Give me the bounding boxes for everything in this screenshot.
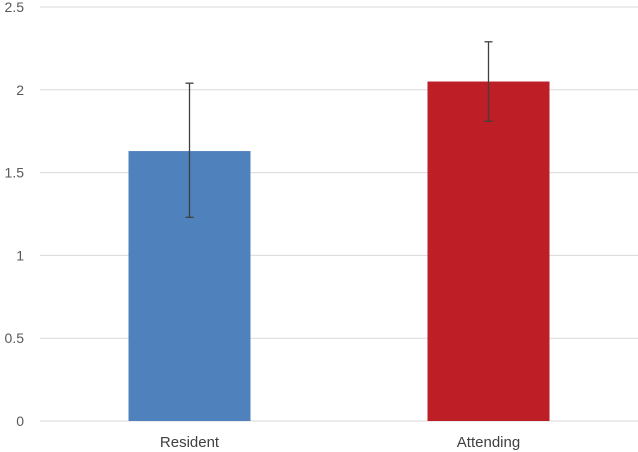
x-tick-label: Resident [160, 434, 220, 451]
error-bars [185, 41, 493, 218]
bars [128, 81, 550, 422]
y-axis-ticks: 0 0.5 1 1.5 2 2.5 [5, 0, 25, 429]
y-tick-label: 0.5 [5, 330, 25, 346]
bar-attending [427, 81, 550, 422]
y-tick-label: 2.5 [5, 0, 25, 15]
y-tick-label: 1 [16, 247, 24, 263]
y-tick-label: 0 [16, 413, 24, 429]
y-tick-label: 2 [16, 82, 24, 98]
x-axis-ticks: Resident Attending [160, 434, 520, 451]
y-tick-label: 1.5 [5, 165, 25, 181]
x-tick-label: Attending [457, 434, 520, 451]
